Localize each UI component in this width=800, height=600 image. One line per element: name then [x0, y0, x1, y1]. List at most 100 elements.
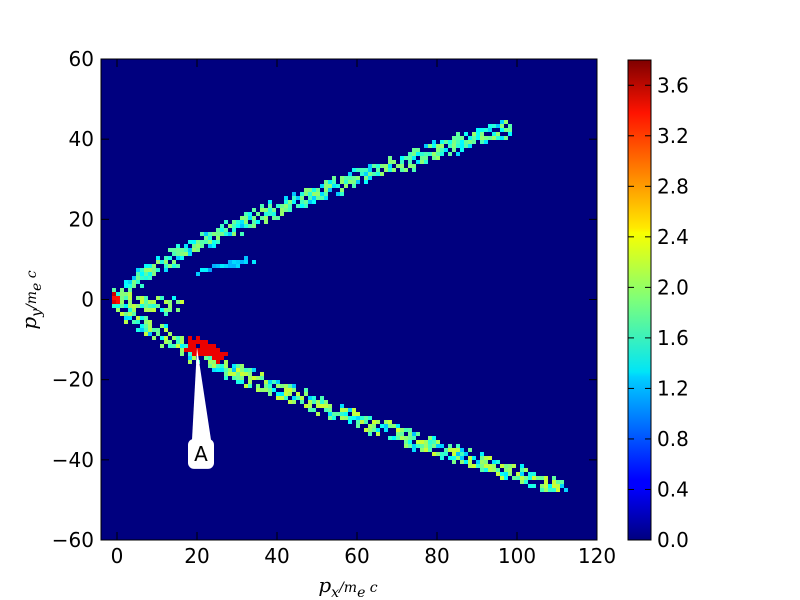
heatmap-cell [392, 436, 396, 440]
heatmap-cell [316, 404, 320, 408]
heatmap-cell [368, 416, 372, 420]
heatmap-cell [252, 260, 256, 264]
heatmap-cell [200, 244, 204, 248]
heatmap-cell [136, 268, 140, 272]
heatmap-cells [112, 120, 568, 492]
heatmap-cell [176, 244, 180, 248]
heatmap-cell [492, 124, 496, 128]
heatmap-cell [392, 168, 396, 172]
heatmap-cell [492, 468, 496, 472]
heatmap-cell [368, 428, 372, 432]
heatmap-cell [176, 248, 180, 252]
x-axis-ticks: 0 20 40 60 80 100 120 [111, 59, 616, 568]
heatmap-cell [164, 336, 168, 340]
heatmap-cell [396, 432, 400, 436]
heatmap-cell [452, 452, 456, 456]
heatmap-cell [244, 220, 248, 224]
x-tick-label: 60 [344, 544, 369, 568]
heatmap-cell [228, 260, 232, 264]
heatmap-cell [532, 476, 536, 480]
heatmap-cell [160, 296, 164, 300]
heatmap-cell [296, 396, 300, 400]
heatmap-cell [160, 344, 164, 348]
heatmap-cell [436, 440, 440, 444]
heatmap-cell [216, 240, 220, 244]
heatmap-cell [444, 140, 448, 144]
heatmap-cell [404, 428, 408, 432]
heatmap-cell [112, 296, 116, 300]
heatmap-cell [432, 452, 436, 456]
heatmap-cell [240, 216, 244, 220]
heatmap-cell [188, 348, 192, 352]
heatmap-cell [496, 472, 500, 476]
heatmap-cell [452, 460, 456, 464]
heatmap-cell [556, 488, 560, 492]
x-tick-label: 80 [424, 544, 449, 568]
heatmap-cell [420, 444, 424, 448]
heatmap-cell [192, 248, 196, 252]
heatmap-cell [556, 480, 560, 484]
heatmap-cell [232, 372, 236, 376]
heatmap-cell [216, 352, 220, 356]
heatmap-cell [452, 456, 456, 460]
heatmap-cell [460, 448, 464, 452]
heatmap-cell [480, 132, 484, 136]
x-tick-label: 120 [578, 544, 616, 568]
heatmap-cell [496, 460, 500, 464]
heatmap-cell [232, 376, 236, 380]
heatmap-cell [500, 464, 504, 468]
heatmap-cell [552, 480, 556, 484]
heatmap-cell [384, 424, 388, 428]
heatmap-cell [176, 300, 180, 304]
heatmap-cell [284, 396, 288, 400]
heatmap-cell [544, 480, 548, 484]
heatmap-cell [176, 264, 180, 268]
heatmap-cell [532, 484, 536, 488]
heatmap-cell [460, 456, 464, 460]
heatmap-cell [180, 248, 184, 252]
colorbar-tick-label: 0.0 [657, 528, 689, 552]
heatmap-cell [144, 268, 148, 272]
heatmap-cell [164, 264, 168, 268]
heatmap-cell [408, 160, 412, 164]
heatmap-cell [204, 356, 208, 360]
heatmap-cell [280, 208, 284, 212]
heatmap-cell [192, 348, 196, 352]
heatmap-cell [540, 476, 544, 480]
heatmap-cell [452, 144, 456, 148]
heatmap-cell [280, 392, 284, 396]
heatmap-cell [328, 416, 332, 420]
heatmap-cell [464, 144, 468, 148]
heatmap-cell [248, 372, 252, 376]
heatmap-cell [212, 356, 216, 360]
heatmap-cell [156, 328, 160, 332]
heatmap-cell [224, 364, 228, 368]
heatmap-cell [300, 400, 304, 404]
heatmap-cell [196, 348, 200, 352]
heatmap-cell [460, 452, 464, 456]
heatmap-cell [152, 268, 156, 272]
heatmap-cell [188, 252, 192, 256]
heatmap-cell [308, 192, 312, 196]
heatmap-cell [280, 212, 284, 216]
heatmap-cell [256, 220, 260, 224]
heatmap-cell [320, 396, 324, 400]
heatmap-cell [224, 228, 228, 232]
heatmap-cell [368, 424, 372, 428]
heatmap-cell [164, 300, 168, 304]
heatmap-cell [144, 272, 148, 276]
heatmap-cell [252, 376, 256, 380]
heatmap-cell [472, 140, 476, 144]
heatmap-cell [308, 396, 312, 400]
heatmap-cell [528, 476, 532, 480]
heatmap-cell [144, 276, 148, 280]
heatmap-cell [408, 428, 412, 432]
heatmap-cell [356, 412, 360, 416]
y-axis-label: py/me c [17, 270, 45, 329]
heatmap-cell [504, 472, 508, 476]
heatmap-cell [124, 284, 128, 288]
heatmap-cell [460, 148, 464, 152]
heatmap-cell [520, 468, 524, 472]
heatmap-cell [152, 336, 156, 340]
heatmap-cell [232, 264, 236, 268]
